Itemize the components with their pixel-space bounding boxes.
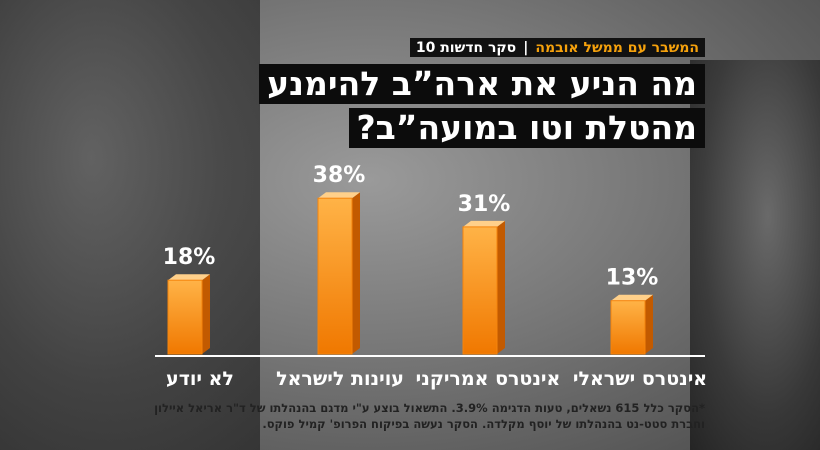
bar-side <box>645 294 653 354</box>
bar-top <box>318 192 360 199</box>
x-tick-label: עוינות לישראל <box>276 368 404 390</box>
background-photo <box>690 60 820 450</box>
value-label: 31% <box>458 192 511 217</box>
bar-top <box>463 220 505 227</box>
bar <box>610 300 646 355</box>
background-photo <box>0 0 260 450</box>
chart-title: מה הניע את ארה”ב להימנע <box>259 64 705 104</box>
bar <box>167 279 203 355</box>
x-tick-label: לא יודע <box>166 368 234 390</box>
value-label: 18% <box>163 245 216 270</box>
bar <box>462 226 498 355</box>
value-label: 13% <box>606 266 659 291</box>
header-strip: המשבר עם ממשל אובמה | סקר חדשות 10 <box>409 38 705 57</box>
bar-top <box>168 274 210 281</box>
bar-side <box>352 192 360 354</box>
header-source: סקר חדשות 10 <box>415 39 517 56</box>
footnote: וחברת סטט-נט בהנהלתו של יוסף מקלדה. הסקר… <box>262 417 705 431</box>
header-tag: המשבר עם ממשל אובמה <box>535 39 699 56</box>
bar-side <box>202 274 210 354</box>
separator: | <box>523 39 529 56</box>
value-label: 38% <box>313 163 366 188</box>
x-tick-label: אינטרס ישראלי <box>573 368 707 390</box>
footnote: *הסקר כלל 615 נשאלים, טעות הדגימה 3.9%. … <box>154 401 705 415</box>
x-tick-label: אינטרס אמריקני <box>416 368 561 390</box>
chart-title: מהטלת וטו במועה”ב? <box>348 108 705 148</box>
bar <box>317 197 353 355</box>
bar-side <box>497 220 505 354</box>
bar-top <box>611 294 653 301</box>
